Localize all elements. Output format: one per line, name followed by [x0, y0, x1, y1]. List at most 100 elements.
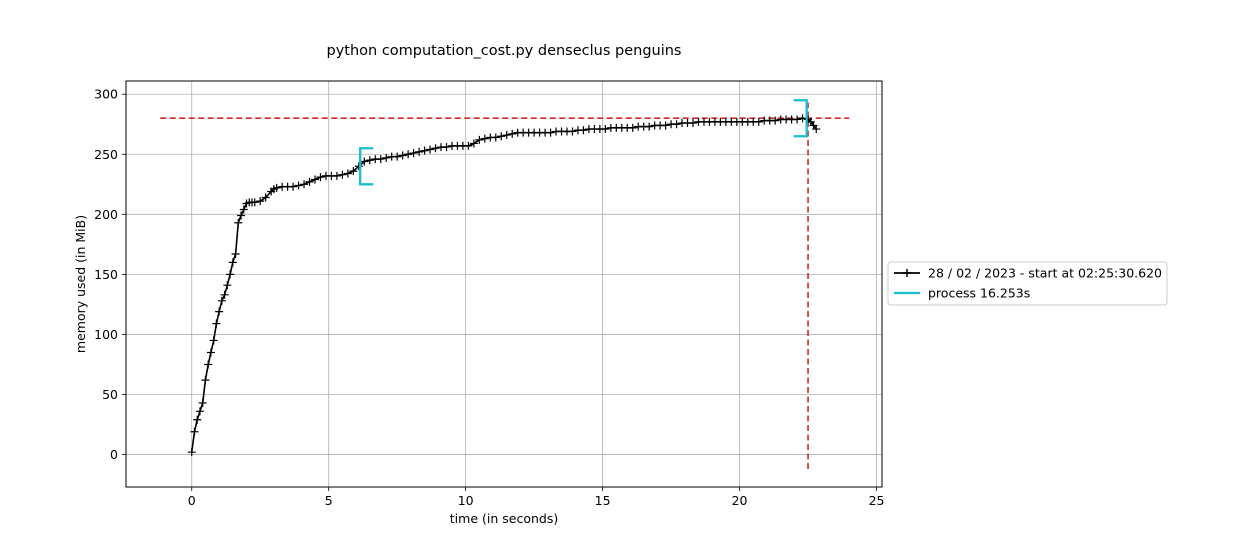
data-point [215, 307, 224, 316]
data-point [300, 180, 309, 189]
data-point [237, 211, 246, 220]
process-bracket [793, 99, 808, 138]
legend-label-memory: 28 / 02 / 2023 - start at 02:25:30.620 [928, 266, 1162, 281]
process-bracket [359, 147, 374, 186]
data-point [497, 132, 506, 141]
y-tick-label: 200 [94, 207, 118, 222]
data-point [220, 290, 229, 299]
y-tick-label: 150 [94, 267, 118, 282]
data-point [420, 146, 429, 155]
data-point [689, 119, 697, 128]
x-tick-label: 25 [869, 493, 885, 508]
data-point [409, 149, 418, 158]
data-point [226, 270, 235, 279]
memory-series [187, 114, 821, 457]
data-point [415, 147, 424, 156]
data-point [349, 167, 358, 176]
data-point [464, 141, 473, 150]
data-point [332, 171, 341, 180]
data-point [343, 169, 352, 178]
legend-label-process: process 16.253s [928, 286, 1030, 301]
data-point [204, 360, 213, 369]
data-point [798, 114, 807, 123]
legend-marker-plus-icon [903, 269, 911, 277]
y-tick-label: 100 [94, 327, 118, 342]
data-point [601, 125, 610, 134]
data-point [426, 145, 435, 154]
data-point [305, 177, 314, 186]
x-tick-label: 20 [732, 493, 748, 508]
grid [126, 81, 882, 487]
data-point [568, 127, 577, 136]
data-point [645, 122, 654, 131]
plot-area [126, 81, 882, 487]
x-axis-ticks: 0 5 10 15 20 25 [188, 487, 885, 508]
legend: 28 / 02 / 2023 - start at 02:25:30.620 p… [887, 261, 1168, 306]
data-point [812, 125, 821, 134]
data-point [223, 281, 232, 290]
plot-frame [125, 80, 883, 488]
data-point [198, 398, 207, 407]
data-point [475, 135, 484, 144]
y-tick-label: 250 [94, 147, 118, 162]
x-tick-label: 0 [188, 493, 196, 508]
y-axis-label: memory used (in MiB) [73, 215, 88, 353]
data-point [628, 123, 637, 132]
data-point [231, 249, 240, 258]
data-point [190, 427, 199, 436]
x-axis-label: time (in seconds) [450, 511, 558, 526]
data-point [393, 152, 402, 161]
data-point [250, 198, 259, 207]
data-point [195, 407, 204, 416]
data-point [754, 117, 763, 126]
data-point [212, 319, 221, 328]
x-tick-label: 15 [595, 493, 611, 508]
data-point [261, 193, 270, 202]
data-point [228, 258, 237, 267]
data-point [209, 336, 218, 345]
data-point [579, 126, 588, 135]
data-point [672, 120, 681, 129]
data-point [217, 296, 226, 305]
data-point [661, 121, 670, 130]
data-point [431, 144, 440, 153]
data-point [338, 170, 347, 179]
data-point [469, 139, 478, 148]
y-tick-label: 300 [94, 87, 118, 102]
data-point [294, 181, 303, 190]
data-point [771, 116, 780, 125]
data-point [398, 151, 407, 160]
data-point [376, 155, 385, 164]
data-point [365, 156, 374, 165]
legend-frame [887, 261, 1168, 306]
data-point [239, 205, 248, 214]
data-point [187, 448, 196, 457]
data-point [491, 133, 500, 142]
max-reference-lines [160, 102, 850, 469]
data-point [316, 173, 325, 182]
data-point [193, 415, 202, 424]
y-tick-label: 0 [110, 447, 118, 462]
y-tick-label: 50 [102, 387, 118, 402]
data-point [360, 157, 369, 166]
data-point [404, 150, 413, 159]
data-point [480, 134, 489, 143]
data-point [793, 115, 802, 124]
chart-title: python computation_cost.py denseclus pen… [326, 43, 681, 59]
data-point [272, 183, 281, 192]
x-tick-label: 5 [325, 493, 333, 508]
data-point [201, 376, 210, 385]
x-tick-label: 10 [458, 493, 474, 508]
process-brackets [359, 99, 808, 186]
data-point [382, 153, 391, 162]
data-point [546, 128, 555, 137]
data-point [289, 182, 298, 191]
data-point [442, 143, 451, 152]
data-point [234, 218, 243, 227]
data-point [256, 197, 265, 206]
data-point [502, 131, 511, 140]
data-point [508, 129, 517, 138]
data-point [206, 348, 215, 357]
y-axis-ticks: 0 50 100 150 200 250 300 [94, 87, 126, 462]
